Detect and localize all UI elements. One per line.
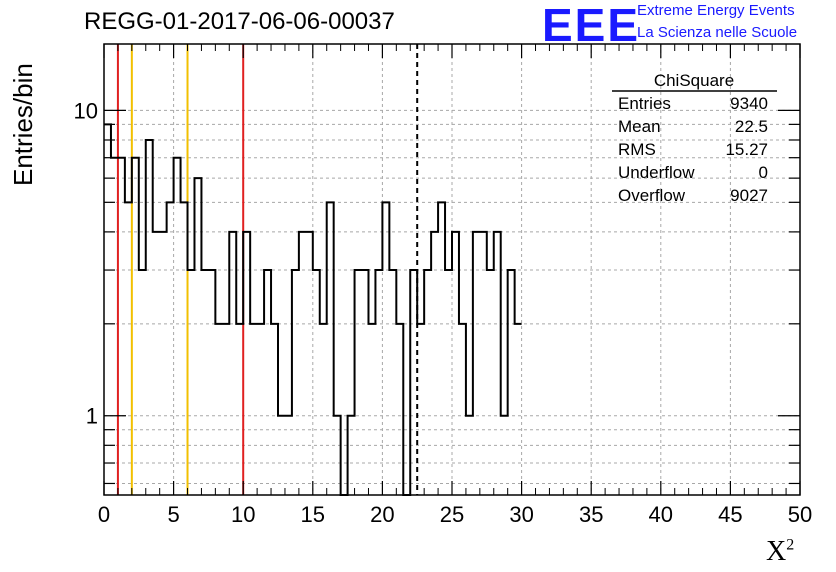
x-tick-label: 15: [301, 502, 325, 527]
x-tick-label: 0: [98, 502, 110, 527]
stats-row-value: 15.27: [725, 140, 768, 159]
logo-subtitle-line1: Extreme Energy Events: [637, 2, 795, 19]
x-tick-label: 5: [167, 502, 179, 527]
stats-row-label: RMS: [618, 140, 656, 159]
stats-row-value: 9340: [730, 94, 768, 113]
axis-ticks: [103, 44, 801, 495]
x-tick-label: 50: [788, 502, 812, 527]
stats-box: ChiSquare Entries 9340 Mean 22.5 RMS 15.27 Und…: [612, 71, 777, 205]
x-tick-label: 20: [370, 502, 394, 527]
x-tick-label: 10: [231, 502, 255, 527]
x-tick-label: 45: [718, 502, 742, 527]
x-tick-labels: 0 5 10 15 20 25 30 35 40 45 50: [98, 502, 812, 527]
stats-row-value: 0: [759, 163, 768, 182]
stats-row-label: Mean: [618, 117, 661, 136]
eee-logo: EEE: [542, 0, 641, 51]
stats-row-label: Overflow: [618, 186, 686, 205]
chart-title: REGG-01-2017-06-06-00037: [84, 8, 395, 35]
x-tick-label: 30: [509, 502, 533, 527]
y-tick-label: 1: [86, 404, 98, 429]
stats-row-label: Underflow: [618, 163, 695, 182]
x-axis-label: X2: [766, 536, 794, 568]
y-tick-labels: 1 10: [74, 98, 98, 428]
logo-subtitle-line2: La Scienza nelle Scuole: [637, 24, 798, 41]
y-tick-label: 10: [74, 98, 98, 123]
x-tick-label: 25: [440, 502, 464, 527]
y-axis-label: Entries/bin: [8, 63, 38, 186]
x-tick-label: 35: [579, 502, 603, 527]
stats-row-value: 22.5: [735, 117, 768, 136]
histogram-outline: [104, 123, 522, 496]
x-tick-label: 40: [649, 502, 673, 527]
x-axis-label-base: X: [766, 536, 787, 567]
stats-row-value: 9027: [730, 186, 768, 205]
stats-title: ChiSquare: [654, 71, 734, 90]
x-axis-label-exponent: 2: [786, 536, 795, 554]
stats-rows: Entries 9340 Mean 22.5 RMS 15.27 Underflow 0 Ove…: [618, 94, 768, 205]
stats-row-label: Entries: [618, 94, 671, 113]
